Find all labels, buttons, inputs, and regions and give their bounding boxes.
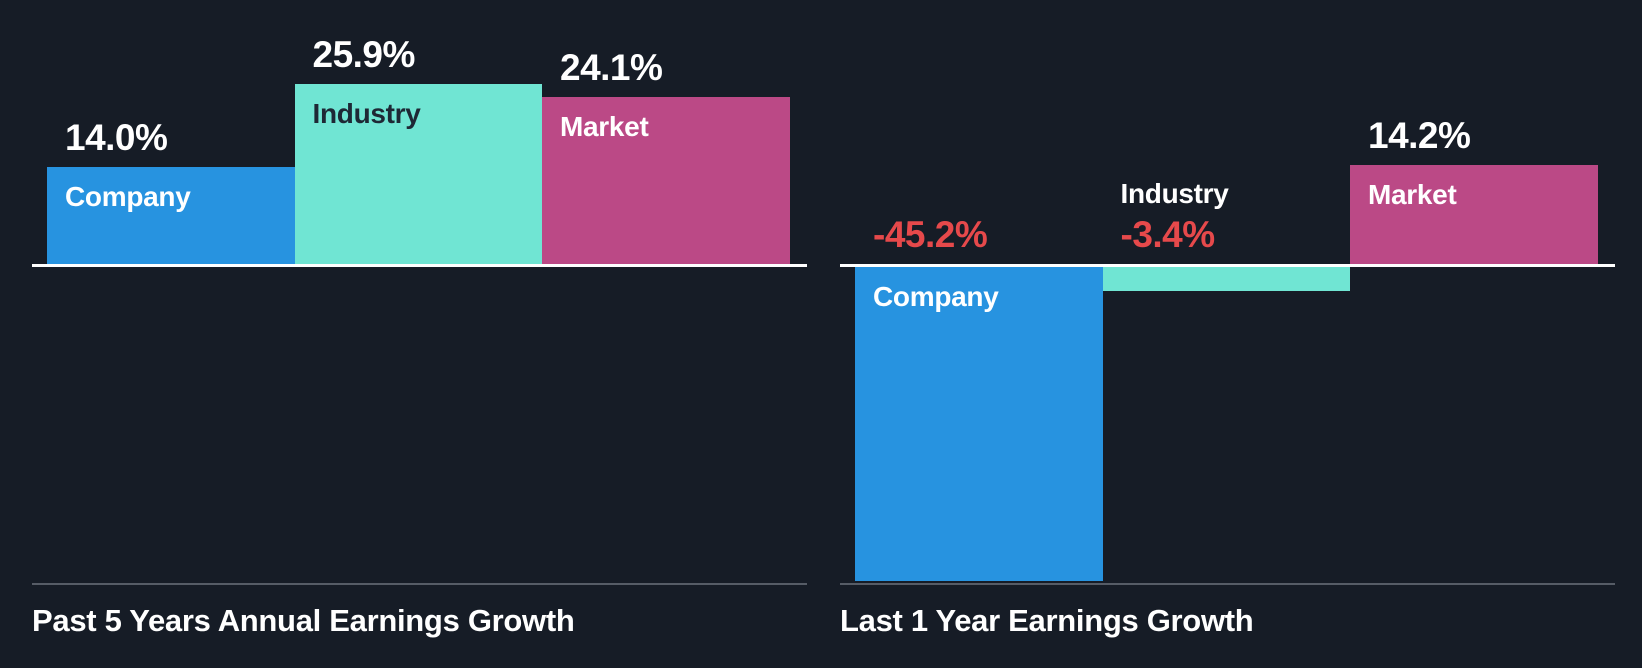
title-divider-line: [32, 583, 807, 585]
bar-company: [855, 267, 1103, 582]
bar-industry: [294, 83, 542, 264]
plot-area-last-1-year: -45.2% Company -3.4% Industry 14.2% Market: [840, 0, 1615, 668]
value-label-market: 14.2%: [1368, 115, 1471, 157]
value-label-company: -45.2%: [873, 214, 988, 255]
bar-label-company: Company: [65, 180, 191, 212]
chart-panel-last-1-year: -45.2% Company -3.4% Industry 14.2% Market La…: [840, 0, 1615, 668]
zero-baseline-axis: [32, 264, 807, 267]
chart-panel-past-5-years: 14.0% Company 25.9% Industry 24.1% Market Pas…: [32, 0, 807, 668]
bar-company: [47, 166, 295, 264]
bar-label-industry: Industry: [312, 97, 421, 129]
chart-title-last-1-year: Last 1 Year Earnings Growth: [840, 603, 1254, 638]
value-label-industry: -3.4%: [1120, 214, 1216, 255]
bar-label-market: Market: [1368, 179, 1457, 211]
chart-title-past-5-years: Past 5 Years Annual Earnings Growth: [32, 603, 575, 638]
zero-baseline-axis: [840, 264, 1615, 267]
value-label-company: 14.0%: [65, 116, 168, 158]
value-label-industry: 25.9%: [312, 33, 416, 75]
bar-market: [1350, 165, 1598, 264]
bar-label-industry: Industry: [1120, 178, 1229, 209]
bar-label-market: Market: [560, 110, 649, 142]
title-divider-line: [840, 583, 1615, 585]
plot-area-past-5-years: 14.0% Company 25.9% Industry 24.1% Market: [32, 0, 807, 668]
value-label-market: 24.1%: [560, 46, 663, 88]
bar-market: [542, 96, 790, 264]
bar-label-company: Company: [873, 281, 999, 312]
bar-industry: [1102, 267, 1350, 291]
